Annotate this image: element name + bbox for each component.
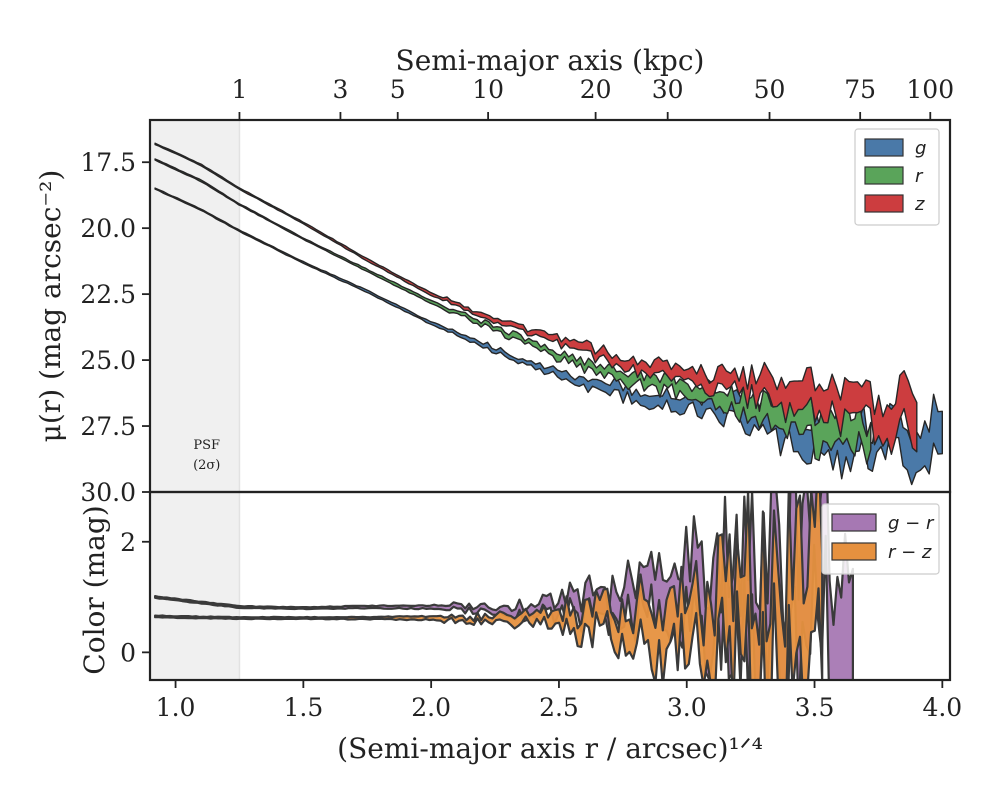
kpc-tick-label: 30 <box>652 75 684 104</box>
profile-y-axis-title: μ(r) (mag arcsec⁻²) <box>34 170 67 443</box>
color-axes-frame <box>148 490 952 682</box>
profile-ytick-label: 17.5 <box>80 148 136 177</box>
xtick-label: 3.5 <box>795 693 835 722</box>
bottom-axis-title: (Semi-major axis r / arcsec)¹ᐟ⁴ <box>337 732 763 765</box>
color-bands <box>154 492 854 680</box>
kpc-tick-label: 10 <box>472 75 504 104</box>
series-band-color-1 <box>154 492 824 680</box>
kpc-tick-label: 1 <box>232 75 248 104</box>
profile-ytick-label: 25.0 <box>80 346 136 375</box>
kpc-tick-label: 75 <box>844 75 876 104</box>
profile-bands <box>154 142 943 486</box>
legend-label-color-1: r − z <box>888 542 932 563</box>
legend-label-profile-2: z <box>914 194 925 215</box>
xtick-label: 4.0 <box>922 693 962 722</box>
kpc-tick-label: 20 <box>580 75 612 104</box>
legend-label-color-0: g − r <box>888 513 935 534</box>
xtick-label: 1.0 <box>156 693 196 722</box>
legend-swatch-profile-1 <box>864 166 904 185</box>
kpc-tick-label: 100 <box>906 75 954 104</box>
psf-label-line: (2σ) <box>193 458 220 473</box>
profile-ytick-label: 20.0 <box>80 214 136 243</box>
profile-ytick-label: 27.5 <box>80 412 136 441</box>
legend-swatch-profile-0 <box>864 138 904 157</box>
color-ytick-label: 0 <box>120 638 136 667</box>
color-y-axis-title: Color (mag) <box>78 505 111 674</box>
legend-swatch-profile-2 <box>864 194 904 213</box>
legend-label-profile-0: g <box>915 138 926 159</box>
kpc-tick-label: 5 <box>390 75 406 104</box>
profile-ytick-label: 22.5 <box>80 280 136 309</box>
xtick-label: 3.0 <box>667 693 707 722</box>
profile-ytick-label: 30.0 <box>80 478 136 507</box>
legend-label-profile-1: r <box>915 166 924 187</box>
psf-label-line: PSF <box>193 438 220 453</box>
series-band-profile-1 <box>154 158 872 465</box>
psf-region <box>150 120 240 680</box>
legend-swatch-color-1 <box>831 542 877 561</box>
series-band-profile-2 <box>154 142 918 455</box>
xtick-label: 1.5 <box>283 693 323 722</box>
top-axis-title: Semi-major axis (kpc) <box>396 44 705 77</box>
color-ytick-label: 2 <box>120 528 136 557</box>
kpc-tick-label: 50 <box>754 75 786 104</box>
series-band-profile-0 <box>154 187 943 486</box>
xtick-label: 2.0 <box>411 693 451 722</box>
kpc-tick-label: 3 <box>332 75 348 104</box>
legend-swatch-color-0 <box>831 513 877 532</box>
xtick-label: 2.5 <box>539 693 579 722</box>
